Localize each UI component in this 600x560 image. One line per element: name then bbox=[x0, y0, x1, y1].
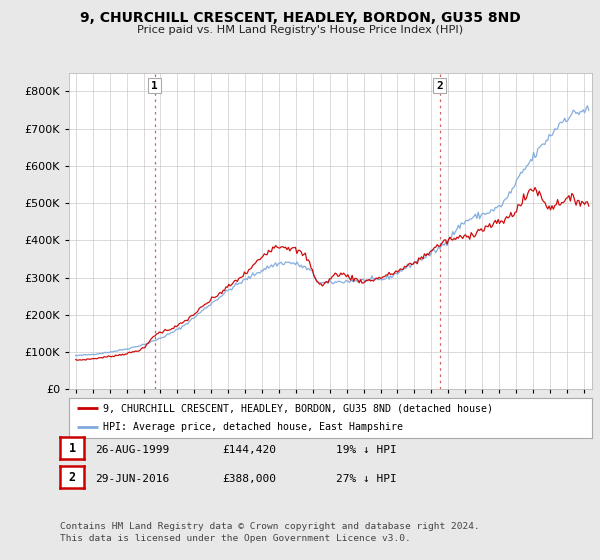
Text: 1: 1 bbox=[151, 81, 158, 91]
Text: HPI: Average price, detached house, East Hampshire: HPI: Average price, detached house, East… bbox=[103, 422, 403, 432]
Text: 29-JUN-2016: 29-JUN-2016 bbox=[95, 474, 169, 484]
Text: Contains HM Land Registry data © Crown copyright and database right 2024.
This d: Contains HM Land Registry data © Crown c… bbox=[60, 522, 480, 543]
Text: Price paid vs. HM Land Registry's House Price Index (HPI): Price paid vs. HM Land Registry's House … bbox=[137, 25, 463, 35]
Text: 1: 1 bbox=[68, 441, 76, 455]
Text: 19% ↓ HPI: 19% ↓ HPI bbox=[336, 445, 397, 455]
Text: 9, CHURCHILL CRESCENT, HEADLEY, BORDON, GU35 8ND: 9, CHURCHILL CRESCENT, HEADLEY, BORDON, … bbox=[80, 11, 520, 25]
Text: 26-AUG-1999: 26-AUG-1999 bbox=[95, 445, 169, 455]
Text: 2: 2 bbox=[436, 81, 443, 91]
Text: £388,000: £388,000 bbox=[222, 474, 276, 484]
Text: 9, CHURCHILL CRESCENT, HEADLEY, BORDON, GU35 8ND (detached house): 9, CHURCHILL CRESCENT, HEADLEY, BORDON, … bbox=[103, 404, 493, 413]
Text: 2: 2 bbox=[68, 470, 76, 484]
Text: £144,420: £144,420 bbox=[222, 445, 276, 455]
Text: 27% ↓ HPI: 27% ↓ HPI bbox=[336, 474, 397, 484]
